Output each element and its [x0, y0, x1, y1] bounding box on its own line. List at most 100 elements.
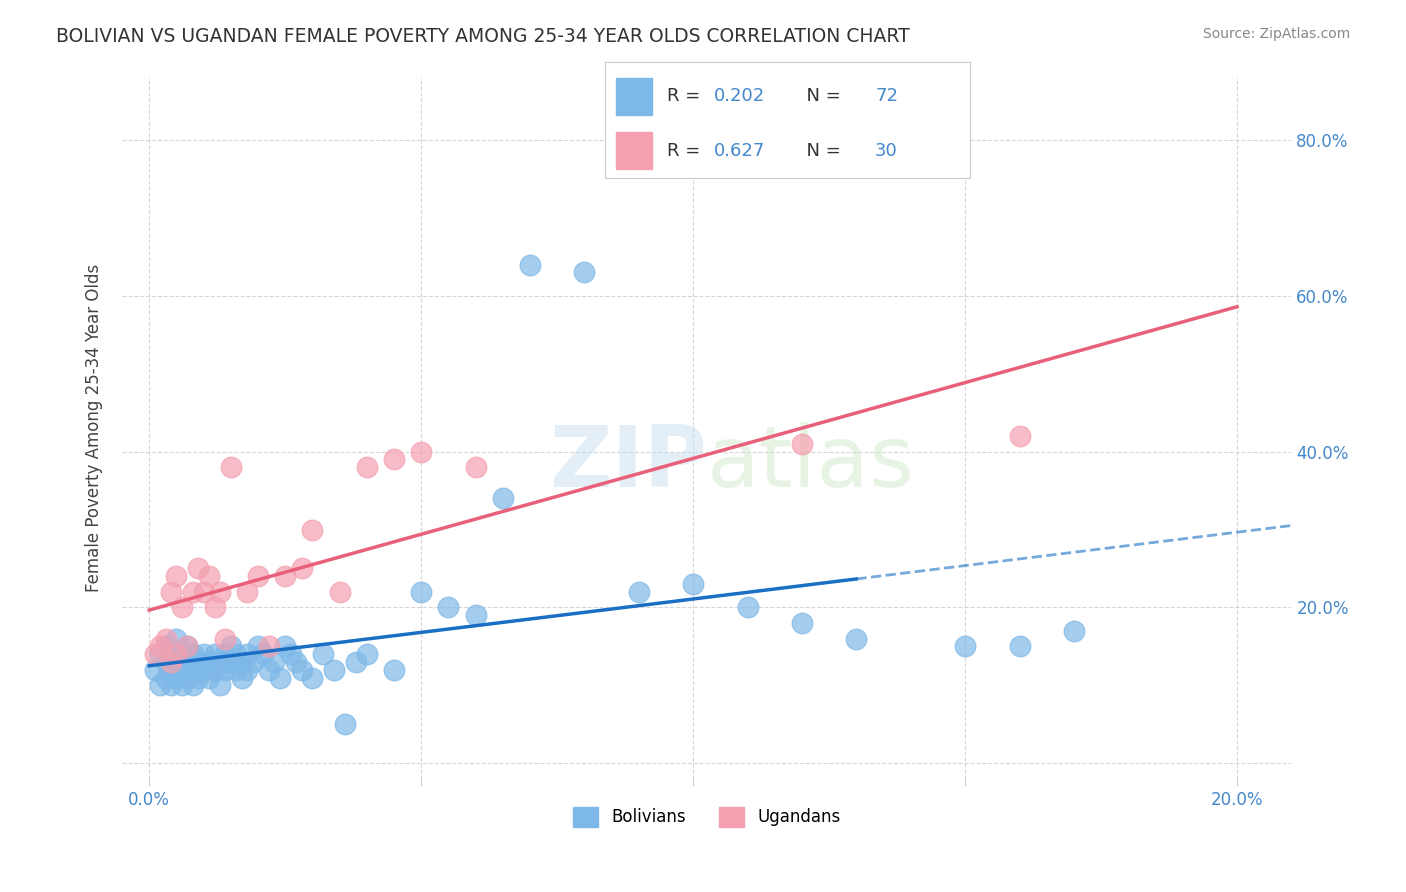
Point [165, 671, 187, 685]
Point [208, 655, 231, 669]
Text: BOLIVIAN VS UGANDAN FEMALE POVERTY AMONG 25-34 YEAR OLDS CORRELATION CHART: BOLIVIAN VS UGANDAN FEMALE POVERTY AMONG… [56, 27, 910, 45]
Point [214, 647, 236, 661]
Point [204, 600, 226, 615]
Point [225, 663, 247, 677]
Point [464, 608, 486, 623]
Point [252, 647, 274, 661]
Point [160, 663, 183, 677]
Point [247, 640, 270, 654]
Text: ZIP: ZIP [548, 422, 707, 505]
Point [155, 655, 177, 669]
Point [155, 640, 177, 654]
Point [165, 655, 187, 669]
Point [323, 663, 346, 677]
Text: 30: 30 [875, 142, 898, 160]
Point [181, 585, 204, 599]
Text: R =: R = [666, 87, 706, 105]
Point [214, 632, 236, 646]
Point [356, 647, 378, 661]
Point [214, 663, 236, 677]
Point [143, 647, 166, 661]
Point [208, 678, 231, 692]
FancyBboxPatch shape [616, 132, 652, 169]
Point [285, 655, 308, 669]
Point [301, 523, 323, 537]
Point [236, 585, 259, 599]
Point [329, 585, 352, 599]
Point [492, 491, 515, 506]
Point [176, 640, 198, 654]
Point [181, 663, 204, 677]
Point [219, 460, 242, 475]
Text: N =: N = [794, 87, 846, 105]
Text: 72: 72 [875, 87, 898, 105]
Point [155, 671, 177, 685]
Point [204, 647, 226, 661]
Point [290, 663, 312, 677]
Point [149, 647, 172, 661]
Point [219, 640, 242, 654]
Point [274, 640, 297, 654]
Point [165, 647, 187, 661]
Point [356, 460, 378, 475]
Point [187, 671, 209, 685]
Point [1063, 624, 1085, 638]
Point [198, 655, 221, 669]
Point [953, 640, 976, 654]
Point [1008, 429, 1031, 443]
Point [231, 655, 253, 669]
Point [176, 640, 198, 654]
Point [160, 647, 183, 661]
Point [160, 655, 183, 669]
Point [247, 569, 270, 583]
Point [627, 585, 650, 599]
Point [382, 452, 405, 467]
Point [187, 561, 209, 575]
Point [149, 640, 172, 654]
Point [231, 671, 253, 685]
Point [737, 600, 759, 615]
Text: R =: R = [666, 142, 706, 160]
Point [225, 647, 247, 661]
Point [165, 632, 187, 646]
Point [257, 640, 280, 654]
Point [574, 265, 596, 279]
Point [219, 655, 242, 669]
Point [170, 678, 193, 692]
Point [176, 655, 198, 669]
Point [181, 678, 204, 692]
Point [344, 655, 367, 669]
Point [160, 585, 183, 599]
Point [176, 671, 198, 685]
Point [269, 671, 291, 685]
Point [198, 569, 221, 583]
Text: N =: N = [794, 142, 846, 160]
Legend: Bolivians, Ugandans: Bolivians, Ugandans [567, 800, 848, 834]
Point [170, 663, 193, 677]
Text: 0.202: 0.202 [714, 87, 765, 105]
Point [208, 585, 231, 599]
Text: atlas: atlas [707, 422, 915, 505]
Point [312, 647, 335, 661]
Point [437, 600, 460, 615]
Point [160, 678, 183, 692]
Text: Source: ZipAtlas.com: Source: ZipAtlas.com [1202, 27, 1350, 41]
Point [333, 717, 356, 731]
Point [143, 663, 166, 677]
FancyBboxPatch shape [616, 78, 652, 114]
Text: 0.627: 0.627 [714, 142, 766, 160]
Point [519, 258, 541, 272]
Point [198, 671, 221, 685]
Point [790, 436, 813, 450]
Point [149, 678, 172, 692]
Point [204, 663, 226, 677]
Point [193, 585, 215, 599]
Point [290, 561, 312, 575]
Point [165, 569, 187, 583]
Point [301, 671, 323, 685]
Point [411, 444, 433, 458]
Point [155, 632, 177, 646]
Point [790, 615, 813, 630]
Point [1008, 640, 1031, 654]
Y-axis label: Female Poverty Among 25-34 Year Olds: Female Poverty Among 25-34 Year Olds [86, 264, 103, 592]
